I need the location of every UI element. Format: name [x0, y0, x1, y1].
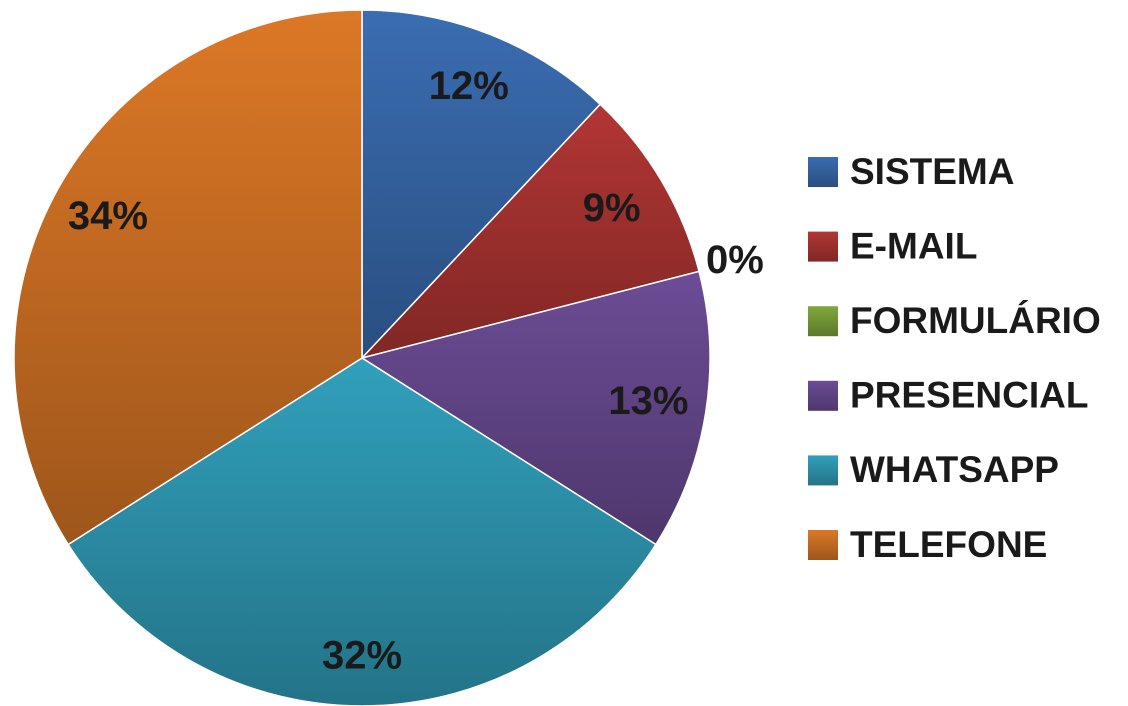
legend-swatch [808, 530, 838, 560]
slice-label: 0% [706, 238, 764, 282]
pie-slice [359, 103, 700, 360]
pie-slice [67, 357, 657, 706]
slice-label: 12% [429, 64, 509, 108]
slice-label: 34% [68, 194, 148, 238]
pie-slice [361, 9, 602, 360]
legend-label: FORMULÁRIO [850, 300, 1101, 341]
legend-swatch [808, 380, 838, 411]
slice-label: 9% [583, 186, 641, 230]
pie [13, 9, 711, 706]
legend: SISTEMA E-MAIL FORMULÁRIO PRESENCIAL WHATSAP… [808, 151, 1101, 565]
legend-label: SISTEMA [850, 151, 1014, 192]
legend-label: E-MAIL [850, 225, 977, 266]
legend-label: PRESENCIAL [850, 375, 1088, 416]
slice-label: 32% [322, 634, 402, 678]
legend-label: TELEFONE [850, 524, 1047, 565]
legend-swatch [808, 455, 838, 486]
slice-labels: 12% 9% 0% 13% 32% 34% [68, 64, 764, 678]
legend-swatch [808, 231, 838, 262]
pie-slice [13, 9, 363, 546]
legend-swatch [808, 157, 838, 187]
pie-slice [360, 270, 711, 546]
legend-label: WHATSAPP [850, 449, 1059, 490]
slice-label: 13% [608, 379, 688, 423]
legend-swatch [808, 306, 838, 337]
